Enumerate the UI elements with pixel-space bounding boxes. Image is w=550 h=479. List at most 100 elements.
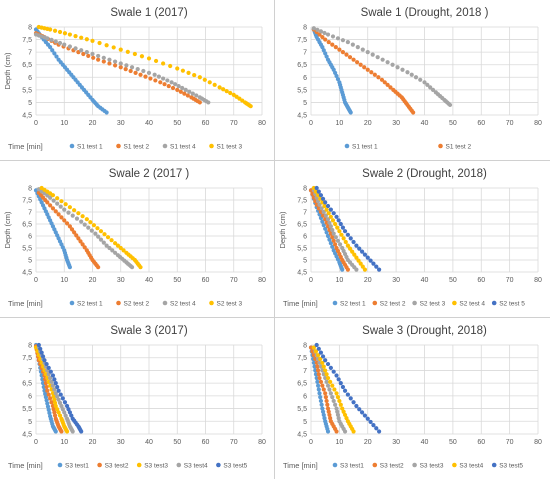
chart-svg: Swale 3 (2017) 8 7,5 7 6,5 6 5,5 5 4,50 10 20 30 40 5… [8,325,266,470]
x-tick-label: 0 [309,120,313,127]
legend-marker [69,300,75,306]
chart-swale2-drought-2018: Swale 2 (Drought, 2018) 8 7,5 7 6,5 6 5,5 5 4,5 0… [275,161,550,317]
data-point [365,67,370,72]
x-tick-label: 50 [449,277,457,284]
legend-label: S3 test3 [420,463,444,470]
data-point [46,365,51,370]
x-tick-label: 20 [364,277,372,284]
legend-item: S2 test 4 [452,301,485,308]
data-point [52,410,57,415]
data-point [101,55,106,60]
legend-item: S3 test5 [491,463,523,470]
chart-svg: Swale 1 (Drought, 2018 ) 8 7,5 7 6,5 6 5,5 5 4,5… [297,7,542,151]
data-point [355,60,360,65]
data-point [315,383,321,388]
y-tick-label: 8 [303,25,307,32]
data-point [314,185,319,191]
data-point [360,264,365,269]
legend-label: S1 test 1 [352,144,378,151]
legend-label: S2 test 4 [170,301,196,308]
data-point [330,383,335,388]
data-point [45,404,51,409]
legend-marker [162,143,168,149]
data-point [335,412,341,418]
data-point [362,413,368,418]
data-point [334,406,339,411]
y-tick-label: 5 [303,419,307,426]
x-tick-label: 10 [60,120,68,127]
legend-marker [97,462,102,468]
x-tick-label: 30 [392,439,400,446]
x-tick-label: 20 [89,439,97,446]
data-point [194,93,199,98]
y-tick-label: 7 [28,368,32,375]
x-tick-label: 50 [173,277,181,284]
data-point [104,243,109,248]
y-tick-label: 5,5 [297,246,307,253]
data-point [138,72,143,77]
data-point [365,416,370,421]
data-point [377,267,382,272]
data-point [129,265,135,270]
data-point [345,392,350,397]
data-point [141,68,146,74]
data-point [318,193,324,198]
data-point [56,388,61,393]
data-point [212,82,217,87]
data-point [351,57,356,62]
data-point [113,250,118,255]
data-point [45,388,50,393]
data-point [334,391,339,396]
x-tick-label: 10 [60,277,68,284]
legend-label: S3 test2 [380,463,404,470]
legend-label: S2 test 1 [340,301,366,308]
data-point [78,239,83,244]
data-point [340,38,346,43]
data-point [342,429,348,434]
chart-swale2-2017: Swale 2 (2017 ) 8 7,5 7 6,5 6 5,5 5 4,5 0 10 20 30 40… [0,161,274,317]
x-tick-label: 70 [230,120,238,127]
data-point [327,412,332,418]
x-tick-label: 40 [145,120,153,127]
data-point [354,267,359,272]
data-point [102,232,107,237]
legend-item: S3 test2 [97,463,129,470]
data-point [59,215,64,220]
data-point [330,244,335,249]
data-point [348,236,353,241]
data-point [153,78,158,83]
x-tick-label: 70 [230,277,238,284]
chart-title: Swale 1 (2017) [110,7,188,19]
data-point [320,409,326,414]
data-point [355,45,360,50]
data-point [324,54,329,59]
data-point [121,248,126,253]
data-point [86,53,91,59]
y-tick-label: 6,5 [22,381,32,388]
vertical-divider [274,0,275,479]
data-point [60,396,65,401]
data-point [176,83,181,89]
data-point [357,407,362,412]
data-point [67,224,72,229]
data-point [97,40,102,46]
data-point [57,413,63,418]
legend-label: S2 test 5 [499,301,525,308]
data-point [315,27,320,32]
data-point [331,231,336,236]
data-point [125,49,130,54]
data-point [323,395,328,400]
data-point [333,45,338,50]
y-tick-label: 6,5 [297,62,307,69]
data-point [320,406,325,411]
legend-marker [438,143,443,149]
data-point [118,245,123,251]
chart-title: Swale 2 (2017 ) [109,168,190,180]
data-point [58,392,63,397]
x-axis-label: Time [min] [8,299,43,308]
data-point [178,89,183,94]
horizontal-divider-bottom [0,317,550,318]
data-point [345,232,350,237]
legend-marker [162,300,168,306]
series-s3-test4 [311,345,356,434]
